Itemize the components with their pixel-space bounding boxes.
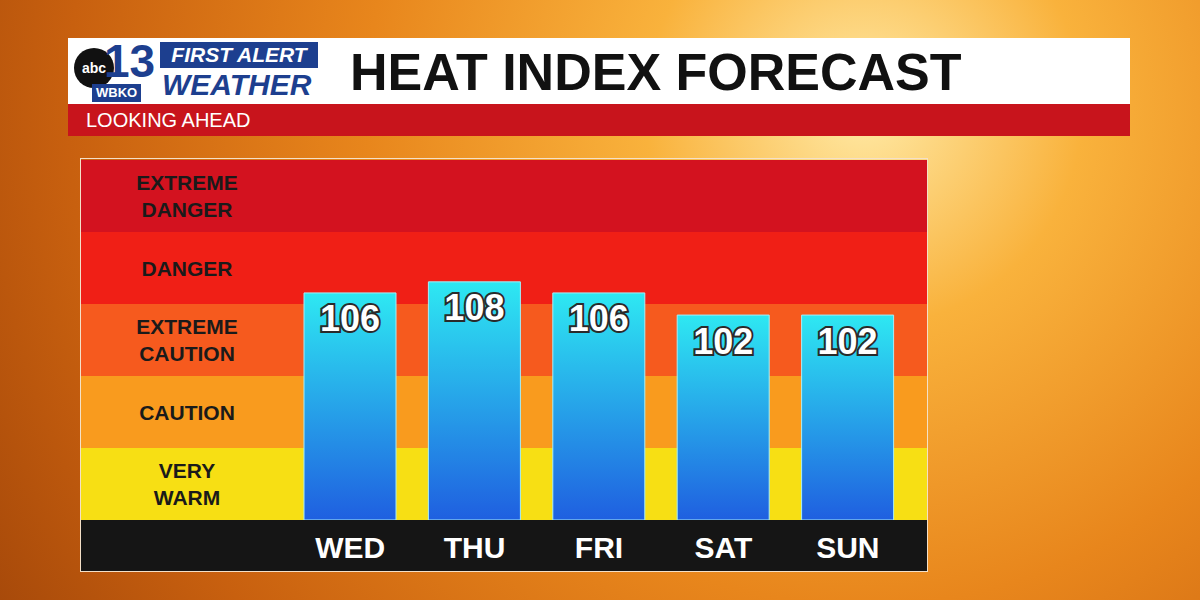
svg-text:VERYWARM: VERYWARM [154,459,221,509]
html-text:WEATHER: WEATHER [162,68,312,101]
svg-text:DANGER: DANGER [141,257,232,280]
svg-text:108: 108 [444,287,504,328]
html-text:LOOKING AHEAD: LOOKING AHEAD [86,109,251,131]
svg-text:EXTREMEDANGER: EXTREMEDANGER [136,171,238,221]
svg-text:SAT: SAT [695,531,753,564]
svg-text:FRI: FRI [575,531,623,564]
html-text:13: 13 [104,35,156,87]
svg-text:102: 102 [693,321,753,362]
html-text:WBKO: WBKO [96,85,138,100]
svg-text:106: 106 [320,298,380,339]
svg-text:WED: WED [315,531,385,564]
html-text:FIRST ALERT: FIRST ALERT [171,43,307,66]
svg-text:102: 102 [818,321,878,362]
html-text:HEAT INDEX FORECAST: HEAT INDEX FORECAST [350,43,962,101]
svg-text:SUN: SUN [816,531,879,564]
svg-text:106: 106 [569,298,629,339]
svg-text:EXTREMECAUTION: EXTREMECAUTION [136,315,238,365]
html-text:abc: abc [81,60,107,76]
svg-text:THU: THU [444,531,506,564]
svg-text:CAUTION: CAUTION [139,401,235,424]
